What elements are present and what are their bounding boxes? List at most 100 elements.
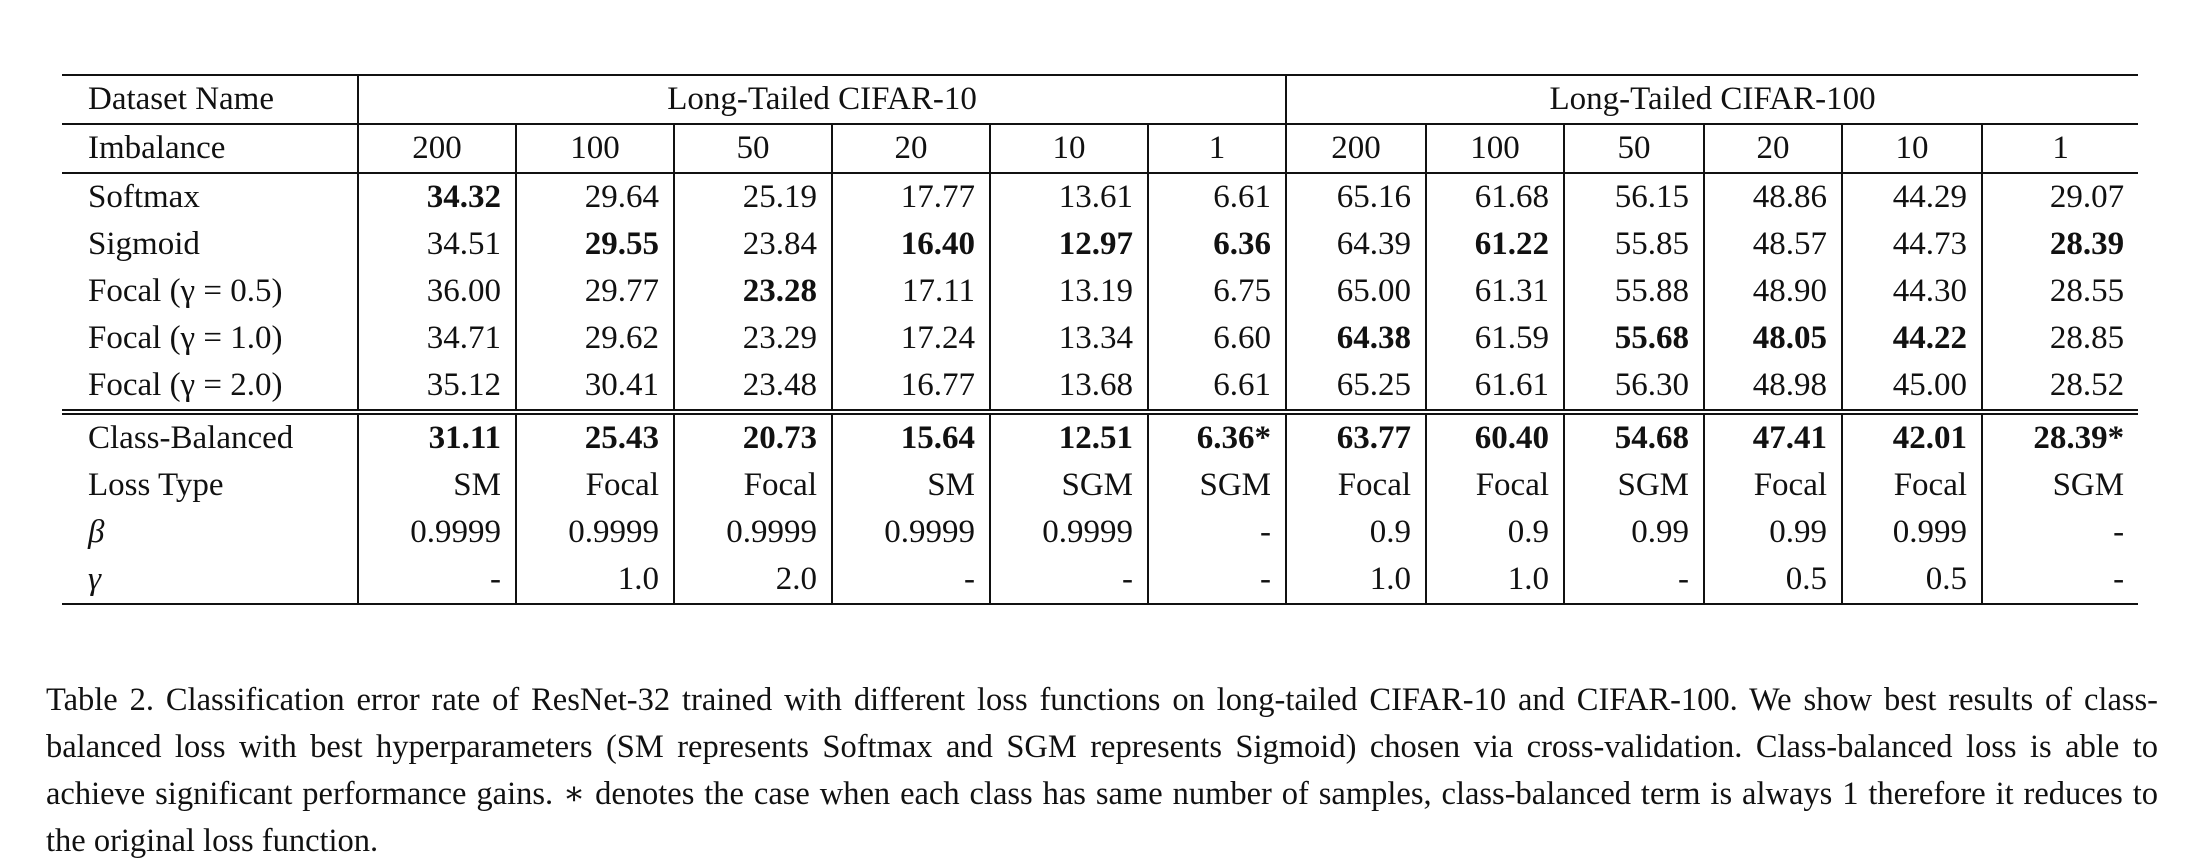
table-cell: 0.999 [1842, 509, 1984, 556]
table-cell: 44.29 [1842, 172, 1984, 221]
group-header-cifar100: Long-Tailed CIFAR-100 [1286, 74, 2139, 124]
table-cell: Focal [1426, 462, 1566, 509]
imbalance-value: 1 [1982, 123, 2139, 173]
imbalance-value: 20 [1704, 123, 1844, 173]
table-cell: SGM [2052, 467, 2125, 503]
table-cell: 56.30 [1564, 362, 1706, 412]
table-cell: 28.39* [1982, 409, 2139, 462]
table-cell: 61.68 [1426, 172, 1566, 221]
table-cell: 25.43 [516, 409, 675, 462]
row-label: γ [62, 556, 359, 605]
table-cell: 23.29 [674, 315, 833, 362]
table-cell: Focal [674, 462, 833, 509]
table-cell: SGM [990, 462, 1149, 509]
table-cell: 6.75 [1148, 268, 1288, 315]
table-cell: 64.38 [1286, 315, 1428, 362]
table-cell: 0.9 [1286, 509, 1428, 556]
table-cell: SM [358, 462, 517, 509]
group-header-cifar10: Long-Tailed CIFAR-10 [358, 74, 1288, 124]
table-cell: 1.0 [516, 556, 675, 605]
table-cell: 28.39 [2049, 226, 2125, 262]
table-cell: 0.5 [1842, 556, 1984, 605]
row-label: Softmax [62, 172, 359, 221]
table-cell: SGM [1148, 462, 1288, 509]
row-label: Focal (γ = 0.5) [62, 268, 359, 315]
table-cell: 28.55 [2049, 273, 2125, 309]
table-cell: 0.9999 [516, 509, 675, 556]
table-row: Focal (γ = 2.0) 35.12 30.41 23.48 16.77 … [62, 362, 2138, 412]
table-cell: 44.73 [1842, 221, 1984, 268]
table-cell: 29.07 [1982, 172, 2139, 221]
table-cell: 23.28 [674, 268, 833, 315]
table-cell: 0.9999 [674, 509, 833, 556]
table-cell: 61.22 [1426, 221, 1566, 268]
table-cell: 34.32 [358, 172, 517, 221]
table-cell: 0.99 [1564, 509, 1706, 556]
table-cell: SGM [1564, 462, 1706, 509]
table-cell: 65.16 [1286, 172, 1428, 221]
table-cell: 17.11 [832, 268, 991, 315]
table-cell: 35.12 [358, 362, 517, 412]
table-cell: 17.24 [832, 315, 991, 362]
imbalance-value: 50 [674, 123, 833, 173]
table-cell: - [1982, 556, 2139, 605]
table-cell: 16.77 [832, 362, 991, 412]
table-cell: 13.61 [990, 172, 1149, 221]
table-cell: 6.36* [1148, 409, 1288, 462]
table-cell: - [1148, 556, 1288, 605]
table-cell: Focal [1704, 462, 1844, 509]
table-cell: 56.15 [1564, 172, 1706, 221]
table-cell: 13.68 [990, 362, 1149, 412]
header-row-imbalance: Imbalance 200 100 50 20 10 1 200 100 50 … [62, 123, 2139, 173]
imbalance-value: 50 [1564, 123, 1706, 173]
table-cell: 2.0 [674, 556, 833, 605]
table-cell: 63.77 [1286, 409, 1428, 462]
table-cell: 48.90 [1704, 268, 1844, 315]
row-label: Class-Balanced [62, 409, 359, 462]
table-cell: 28.85 [2049, 320, 2125, 356]
table-cell: 29.64 [516, 172, 675, 221]
table-cell: 55.68 [1564, 315, 1706, 362]
imbalance-value: 200 [1286, 123, 1428, 173]
imbalance-value: 20 [832, 123, 991, 173]
row-label: β [62, 509, 359, 556]
imbalance-value: 10 [1842, 123, 1984, 173]
imbalance-value: 100 [1426, 123, 1566, 173]
imbalance-value: 100 [516, 123, 675, 173]
table-cell: 1.0 [1286, 556, 1428, 605]
table-cell: 34.71 [358, 315, 517, 362]
table-cell: 16.40 [832, 221, 991, 268]
table-cell: 42.01 [1842, 409, 1984, 462]
table-cell: 61.59 [1426, 315, 1566, 362]
table-cell: 48.86 [1704, 172, 1844, 221]
table-cell: 13.19 [990, 268, 1149, 315]
table-cell: - [832, 556, 991, 605]
table-row: Focal (γ = 0.5) 36.00 29.77 23.28 17.11 … [62, 268, 2138, 315]
table-cell: SM [832, 462, 991, 509]
table-cell: 0.9 [1426, 509, 1566, 556]
row-label: Loss Type [62, 462, 359, 509]
table-cell: 0.9999 [358, 509, 517, 556]
table-cell: 13.34 [990, 315, 1149, 362]
results-table: Dataset Name Long-Tailed CIFAR-10 Long-T… [62, 74, 2139, 605]
table-cell: 48.57 [1704, 221, 1844, 268]
imbalance-value: 200 [358, 123, 517, 173]
table-cell: 12.51 [990, 409, 1149, 462]
table-cell: 6.61 [1148, 172, 1288, 221]
table-cell: 65.00 [1286, 268, 1428, 315]
dataset-name-label: Dataset Name [62, 74, 359, 124]
table-row: Focal (γ = 1.0) 34.71 29.62 23.29 17.24 … [62, 315, 2138, 362]
table-cell: 12.97 [990, 221, 1149, 268]
gamma-row: γ - 1.0 2.0 - - - 1.0 1.0 - 0.5 0.5 - [62, 556, 2139, 605]
table-cell: 65.25 [1286, 362, 1428, 412]
beta-row: β 0.9999 0.9999 0.9999 0.9999 0.9999 - 0… [62, 509, 2138, 556]
table-cell: 48.05 [1704, 315, 1844, 362]
table-cell: 29.62 [516, 315, 675, 362]
table-cell: 36.00 [358, 268, 517, 315]
table-cell: 6.60 [1148, 315, 1288, 362]
table-caption: Table 2. Classification error rate of Re… [46, 681, 2158, 859]
table-cell: 44.22 [1842, 315, 1984, 362]
table-cell: 29.55 [516, 221, 675, 268]
header-row-dataset: Dataset Name Long-Tailed CIFAR-10 Long-T… [62, 74, 2139, 124]
loss-type-row: Loss Type SM Focal Focal SM SGM SGM Foca… [62, 462, 2138, 509]
